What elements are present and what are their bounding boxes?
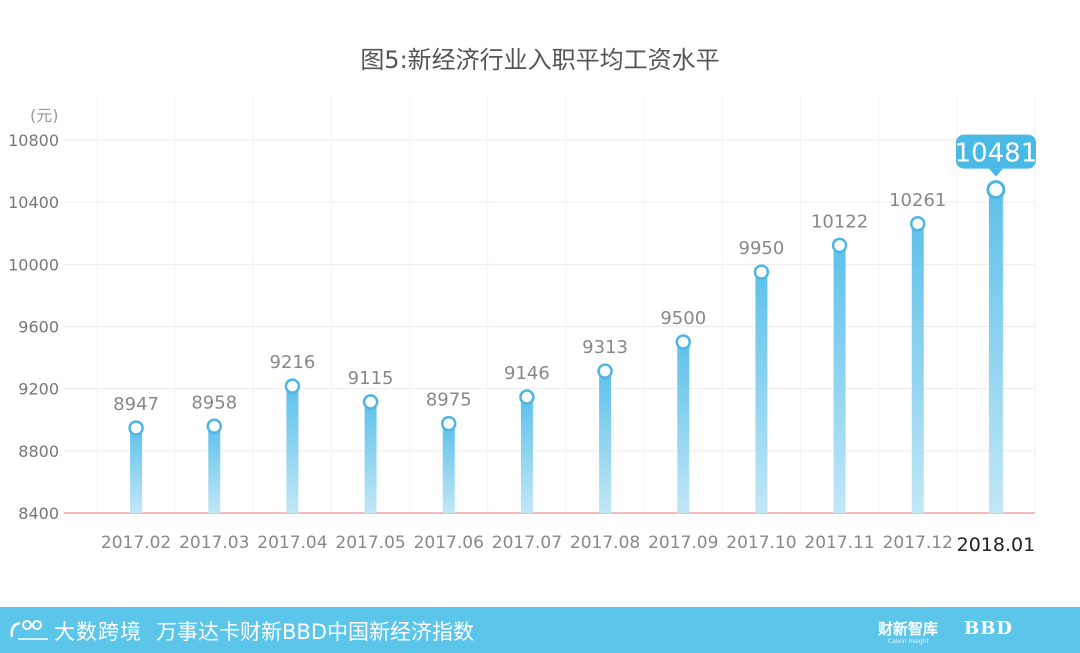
partner-logo-caixin: 财新智库	[878, 620, 939, 638]
value-badge-pointer	[988, 168, 1003, 177]
data-label: 9500	[660, 308, 706, 329]
bar	[286, 386, 299, 513]
data-label: 10261	[889, 190, 946, 211]
bar	[833, 245, 846, 513]
bar	[520, 397, 533, 513]
footer-banner: 大数跨境 万事达卡财新BBD中国新经济指数 财新智库 Caixin Insigh…	[0, 607, 1080, 653]
dashuju-logo-icon	[10, 620, 48, 640]
x-tick-label: 2017.07	[492, 533, 562, 553]
data-point-marker	[128, 420, 144, 436]
partner-logo-caixin-sub: Caixin Insight	[888, 638, 929, 645]
data-point-marker	[441, 415, 457, 432]
bar	[130, 427, 143, 513]
footer-brand: 大数跨境	[54, 620, 142, 644]
data-label: 8947	[113, 394, 159, 415]
data-point-marker	[753, 264, 770, 280]
data-label: 10481	[955, 139, 1038, 169]
x-tick-label: 2017.12	[883, 533, 953, 553]
data-label: 9313	[582, 337, 628, 358]
bar	[442, 423, 455, 513]
data-point-marker	[675, 334, 691, 350]
y-tick-label: 9200	[18, 380, 59, 399]
x-tick-label: 2018.01	[957, 534, 1036, 556]
data-point-marker	[284, 378, 301, 394]
bar	[988, 189, 1003, 513]
y-tick-label: 10800	[8, 131, 59, 150]
data-label: 9115	[348, 368, 394, 389]
x-tick-label: 2017.04	[257, 533, 327, 553]
data-point-marker	[519, 389, 535, 405]
data-label: 8958	[191, 392, 237, 413]
value-badge	[955, 134, 1036, 169]
bar	[208, 426, 221, 513]
y-tick-label: 8400	[18, 504, 59, 523]
y-tick-label: 10400	[8, 193, 59, 212]
x-tick-label: 2017.08	[570, 533, 640, 553]
bar	[911, 223, 924, 513]
y-tick-label: 8800	[18, 442, 59, 461]
data-point-marker	[597, 363, 613, 379]
data-label: 10122	[811, 211, 868, 232]
data-label: 8975	[426, 390, 472, 411]
x-tick-label: 2017.02	[101, 533, 171, 553]
y-tick-label: 10000	[8, 255, 59, 274]
x-tick-label: 2017.06	[414, 533, 484, 553]
data-point-marker	[986, 180, 1006, 200]
chart-title: 图5:新经济行业入职平均工资水平	[360, 46, 719, 74]
bar	[677, 342, 690, 513]
footer-index-name: 万事达卡财新BBD中国新经济指数	[156, 620, 474, 644]
partner-logo-bbd: BBD	[964, 618, 1014, 639]
data-point-marker	[831, 237, 848, 254]
data-label: 9950	[739, 238, 785, 259]
bar-chart: 图5:新经济行业入职平均工资水平 (元) 8400 8800 9200 9600 100…	[8, 46, 1038, 556]
x-tick-label: 2017.05	[335, 533, 405, 553]
x-tick-label: 2017.03	[179, 533, 249, 553]
data-point-marker	[910, 216, 926, 232]
x-tick-label: 2017.11	[804, 533, 874, 553]
data-label: 9146	[504, 363, 550, 384]
y-axis-unit: (元)	[30, 106, 59, 125]
x-tick-label: 2017.09	[648, 533, 718, 553]
bar	[599, 371, 612, 513]
data-point-marker	[362, 394, 379, 410]
data-label: 9216	[270, 352, 316, 373]
bar	[755, 272, 768, 513]
x-tick-label: 2017.10	[726, 533, 796, 553]
data-point-marker	[206, 418, 222, 435]
bar	[364, 401, 377, 513]
y-tick-label: 9600	[18, 318, 59, 337]
